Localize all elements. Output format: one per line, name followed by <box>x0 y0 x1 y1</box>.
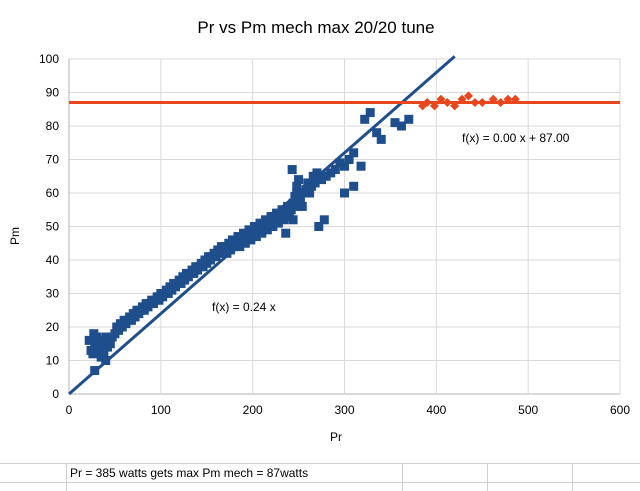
data-point-measured <box>287 165 297 175</box>
cell-divider <box>487 464 488 491</box>
x-tick-label: 400 <box>426 403 446 417</box>
x-tick-label: 600 <box>610 403 630 417</box>
data-point-measured <box>90 366 100 376</box>
data-point-measured <box>262 225 272 235</box>
data-point-measured <box>321 171 331 181</box>
cell-divider <box>572 464 573 491</box>
cell-divider <box>66 464 67 491</box>
data-point-measured <box>376 134 386 144</box>
data-point-max <box>488 94 498 104</box>
y-tick-label: 60 <box>46 186 60 200</box>
data-point-measured <box>105 339 115 349</box>
x-tick-label: 100 <box>151 403 171 417</box>
data-point-measured <box>294 201 304 211</box>
data-point-measured <box>288 215 298 225</box>
data-point-measured <box>101 356 111 365</box>
y-tick-label: 0 <box>52 387 59 401</box>
y-tick-label: 10 <box>46 354 60 368</box>
data-point-measured <box>404 114 414 124</box>
data-point-measured <box>356 161 366 171</box>
y-tick-label: 70 <box>46 153 60 167</box>
data-point-measured <box>326 168 336 178</box>
grid <box>68 58 621 395</box>
data-point-measured <box>268 222 278 231</box>
data-point-max <box>470 98 480 108</box>
data-point-measured <box>99 349 109 359</box>
data-point-max <box>429 101 439 111</box>
data-point-measured <box>295 195 305 205</box>
data-point-measured <box>330 165 340 175</box>
data-point-measured <box>305 188 315 198</box>
data-point-max <box>503 94 513 104</box>
data-point-max <box>422 98 432 108</box>
data-point-measured <box>235 242 245 252</box>
data-point-measured <box>349 148 359 158</box>
spreadsheet-note[interactable]: Pr = 385 watts gets max Pm mech = 87watt… <box>70 466 309 480</box>
x-tick-label: 300 <box>334 403 354 417</box>
series-max <box>418 91 520 111</box>
data-point-measured <box>340 188 349 198</box>
data-point-measured <box>98 339 108 349</box>
data-point-measured <box>94 345 104 355</box>
data-point-max <box>450 101 460 111</box>
y-tick-label: 40 <box>46 253 60 267</box>
data-point-measured <box>340 161 349 171</box>
y-tick-label: 20 <box>46 320 60 334</box>
trendline-label-max: f(x) = 0.00 x + 87.00 <box>462 131 570 145</box>
x-axis-ticks: 0 100 200 300 400 500 600 <box>66 403 631 417</box>
data-point-max <box>477 98 487 108</box>
y-tick-label: 50 <box>46 220 60 234</box>
data-point-measured <box>335 158 345 168</box>
data-point-measured <box>286 205 296 215</box>
spreadsheet-row <box>0 463 640 491</box>
data-point-measured <box>317 175 327 185</box>
data-point-measured <box>344 155 354 164</box>
data-point-measured <box>349 181 359 191</box>
data-point-max <box>442 98 452 108</box>
data-point-measured <box>314 222 324 231</box>
y-tick-label: 90 <box>46 86 60 100</box>
data-point-measured <box>246 235 256 245</box>
x-tick-label: 500 <box>518 403 538 417</box>
data-point-measured <box>360 114 370 124</box>
data-point-measured <box>273 218 283 228</box>
y-axis-label: Pm <box>8 227 22 245</box>
y-tick-label: 30 <box>46 287 60 301</box>
data-point-measured <box>288 198 298 208</box>
chart-title: Pr vs Pm mech max 20/20 tune <box>197 18 434 37</box>
x-tick-label: 200 <box>243 403 263 417</box>
data-point-measured <box>257 228 267 238</box>
data-point-measured <box>365 108 375 118</box>
x-tick-label: 0 <box>66 403 73 417</box>
chart: Pr vs Pm mech max 20/20 tune 0 10 20 30 40 50… <box>8 18 631 444</box>
trendline-label-linear: f(x) = 0.24 x <box>212 300 276 314</box>
y-axis-ticks: 0 10 20 30 40 50 60 70 80 90 100 <box>39 52 59 401</box>
data-point-measured <box>396 121 406 131</box>
data-point-measured <box>319 215 329 225</box>
data-point-measured <box>312 168 322 178</box>
data-point-measured <box>390 118 400 128</box>
x-axis-label: Pr <box>330 430 342 444</box>
y-tick-label: 100 <box>39 52 59 66</box>
data-point-measured <box>240 238 250 248</box>
data-point-max <box>457 94 467 104</box>
row-divider <box>0 482 640 483</box>
data-point-max <box>463 91 473 101</box>
data-point-measured <box>372 128 382 138</box>
data-point-measured <box>281 228 291 238</box>
data-point-measured <box>292 181 302 191</box>
data-point-measured <box>88 349 98 359</box>
y-tick-label: 80 <box>46 119 60 133</box>
data-point-max <box>496 98 506 108</box>
data-point-measured <box>84 335 94 345</box>
data-point-max <box>510 94 520 104</box>
data-point-measured <box>310 178 320 188</box>
data-point-measured <box>251 232 261 242</box>
series-measured <box>84 108 414 376</box>
cell-divider <box>402 464 403 491</box>
data-point-measured <box>292 188 302 198</box>
data-point-measured <box>294 175 304 185</box>
data-point-measured <box>279 215 289 225</box>
data-point-max <box>436 94 446 104</box>
